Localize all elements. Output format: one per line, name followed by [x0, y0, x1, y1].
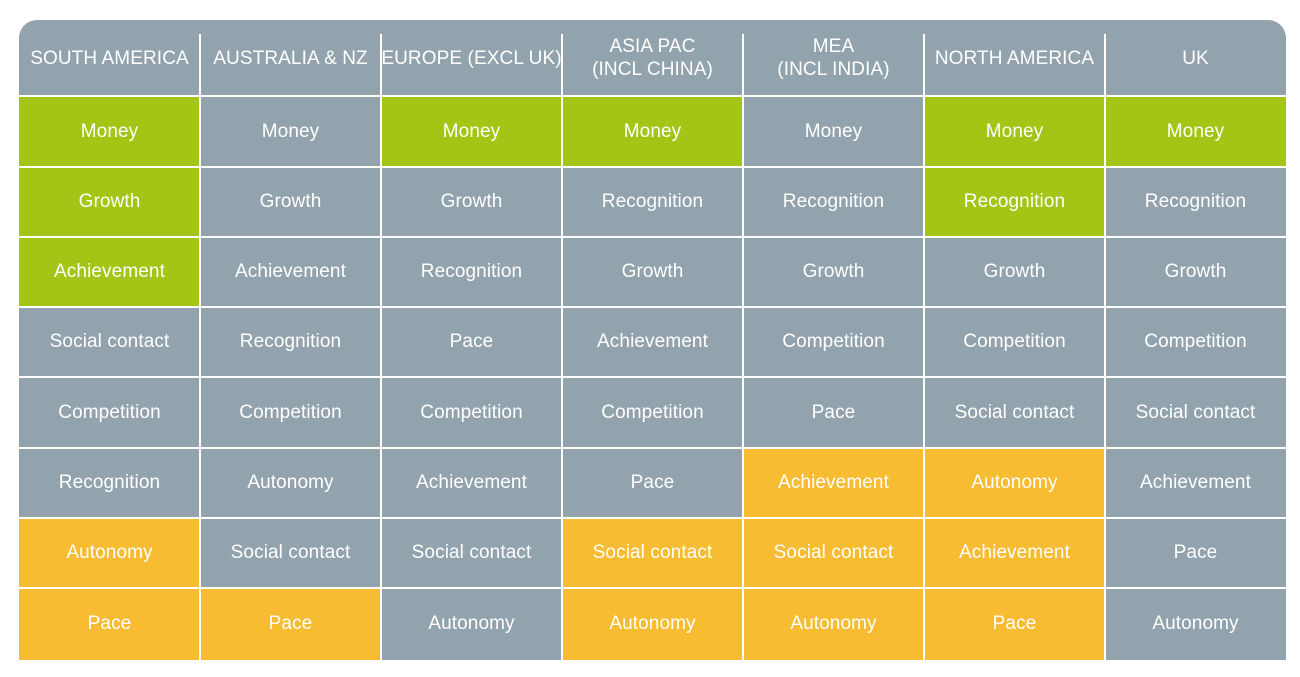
- table-cell: Growth: [381, 167, 562, 237]
- column-header-south-america: SOUTH AMERICA: [30, 47, 189, 69]
- column-header-uk: UK: [1182, 47, 1209, 69]
- table-cell: Money: [1105, 96, 1286, 167]
- table-cell: Autonomy: [1105, 588, 1286, 660]
- table-cell: Autonomy: [200, 448, 381, 518]
- table-cell: Competition: [19, 377, 200, 448]
- table-cell: Recognition: [200, 307, 381, 377]
- table-cell: Competition: [200, 377, 381, 448]
- table-cell: Recognition: [1105, 167, 1286, 237]
- table-cell: Social contact: [19, 307, 200, 377]
- table-cell: Pace: [924, 588, 1105, 660]
- table-cell: Autonomy: [924, 448, 1105, 518]
- table-cell: Growth: [924, 237, 1105, 307]
- table-cell: Autonomy: [743, 588, 924, 660]
- table-cell: Achievement: [381, 448, 562, 518]
- table-cell: Recognition: [743, 167, 924, 237]
- table-cell: Money: [743, 96, 924, 167]
- column-header-australia-nz: AUSTRALIA & NZ: [213, 47, 368, 69]
- column-divider: [923, 34, 925, 660]
- column-header-asia-pac-incl-china: ASIA PAC (INCL CHINA): [592, 36, 713, 80]
- table-cell: Autonomy: [562, 588, 743, 660]
- table-cell: Growth: [743, 237, 924, 307]
- table-cell: Recognition: [562, 167, 743, 237]
- row-divider: [19, 517, 1286, 519]
- row-divider: [19, 306, 1286, 308]
- row-divider: [19, 447, 1286, 449]
- table-cell: Autonomy: [19, 518, 200, 588]
- table-cell: Achievement: [19, 237, 200, 307]
- table-cell: Autonomy: [381, 588, 562, 660]
- table-cell: Recognition: [924, 167, 1105, 237]
- column-divider: [742, 34, 744, 660]
- table-cell: Money: [19, 96, 200, 167]
- table-cell: Pace: [19, 588, 200, 660]
- row-divider: [19, 166, 1286, 168]
- table-cell: Money: [200, 96, 381, 167]
- table-cell: Achievement: [924, 518, 1105, 588]
- table-cell: Growth: [19, 167, 200, 237]
- table-cell: Social contact: [743, 518, 924, 588]
- table-cell: Pace: [381, 307, 562, 377]
- table-cell: Recognition: [381, 237, 562, 307]
- table-cell: Social contact: [1105, 377, 1286, 448]
- table-cell: Social contact: [200, 518, 381, 588]
- table-cell: Achievement: [743, 448, 924, 518]
- table-cell: Money: [562, 96, 743, 167]
- row-divider: [19, 95, 1286, 97]
- column-header-europe-excl-uk: EUROPE (EXCL UK): [381, 47, 562, 69]
- row-divider: [19, 236, 1286, 238]
- table-cell: Achievement: [562, 307, 743, 377]
- column-divider: [561, 34, 563, 660]
- table-cell: Social contact: [924, 377, 1105, 448]
- table-cell: Competition: [924, 307, 1105, 377]
- column-header-north-america: NORTH AMERICA: [934, 47, 1095, 69]
- table-cell: Achievement: [200, 237, 381, 307]
- table-cell: Social contact: [562, 518, 743, 588]
- table-cell: Money: [924, 96, 1105, 167]
- column-header-mea-incl-india: MEA (INCL INDIA): [777, 36, 890, 80]
- table-cell: Social contact: [381, 518, 562, 588]
- table-cell: Competition: [743, 307, 924, 377]
- table-cell: Pace: [743, 377, 924, 448]
- column-divider: [380, 34, 382, 660]
- table-cell: Money: [381, 96, 562, 167]
- table-cell: Pace: [1105, 518, 1286, 588]
- row-divider: [19, 587, 1286, 589]
- table-cell: Pace: [562, 448, 743, 518]
- motivators-table: SOUTH AMERICA AUSTRALIA & NZ EUROPE (EXCL …: [19, 20, 1286, 660]
- table-cell: Growth: [200, 167, 381, 237]
- table-cell: Growth: [562, 237, 743, 307]
- table-cell: Growth: [1105, 237, 1286, 307]
- table-cell: Competition: [381, 377, 562, 448]
- row-divider: [19, 376, 1286, 378]
- column-divider: [199, 34, 201, 660]
- table-cell: Competition: [562, 377, 743, 448]
- table-cell: Recognition: [19, 448, 200, 518]
- column-divider: [1104, 34, 1106, 660]
- table-cell: Competition: [1105, 307, 1286, 377]
- table-cell: Pace: [200, 588, 381, 660]
- table-cell: Achievement: [1105, 448, 1286, 518]
